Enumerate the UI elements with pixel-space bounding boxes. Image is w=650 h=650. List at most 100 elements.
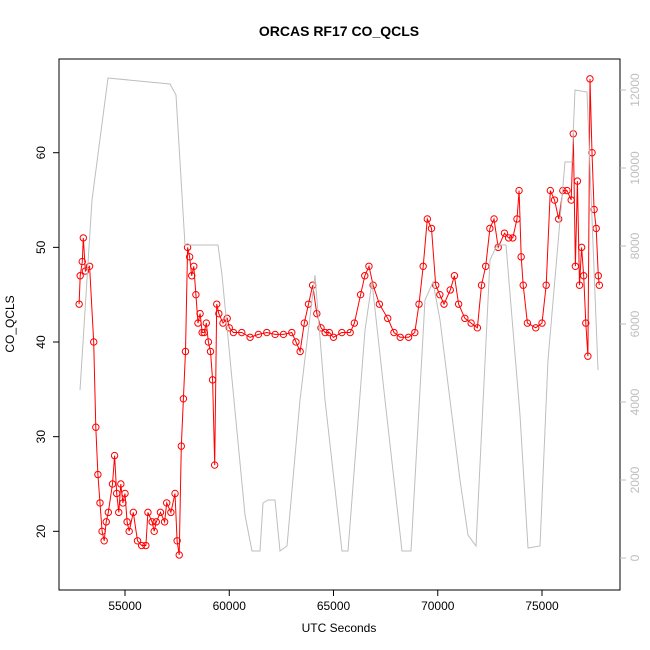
point xyxy=(592,224,600,233)
point xyxy=(144,508,152,517)
point xyxy=(117,480,125,488)
point xyxy=(595,281,604,289)
point xyxy=(486,224,494,233)
point xyxy=(313,309,321,318)
y-tick-label: 60 xyxy=(34,146,48,160)
point xyxy=(423,215,432,223)
point xyxy=(121,489,129,498)
point xyxy=(431,281,440,289)
point xyxy=(346,328,354,337)
point xyxy=(517,253,525,261)
point xyxy=(440,300,448,308)
point xyxy=(179,395,188,403)
point xyxy=(200,328,208,337)
point xyxy=(563,186,571,195)
chart-title: ORCAS RF17 CO_QCLS xyxy=(259,23,419,39)
point xyxy=(590,205,598,214)
point xyxy=(411,328,419,337)
point xyxy=(461,314,469,323)
y2-tick-label: 4000 xyxy=(628,388,642,415)
point xyxy=(254,330,263,339)
point xyxy=(384,314,392,323)
point xyxy=(98,527,106,536)
point xyxy=(194,319,202,327)
point xyxy=(81,267,90,275)
point xyxy=(586,75,594,83)
point xyxy=(365,262,373,270)
point xyxy=(206,347,215,356)
point xyxy=(215,309,223,318)
point xyxy=(361,272,369,280)
point xyxy=(419,262,427,270)
point xyxy=(279,330,288,339)
point xyxy=(129,508,138,517)
point xyxy=(325,328,334,337)
point xyxy=(427,224,436,233)
point xyxy=(338,328,346,337)
x-tick-label: 55000 xyxy=(108,599,142,613)
point xyxy=(160,518,169,526)
series-line xyxy=(79,77,599,552)
point xyxy=(238,328,246,337)
point xyxy=(112,489,121,498)
point xyxy=(550,196,559,204)
point xyxy=(532,324,540,332)
point xyxy=(515,186,523,195)
point xyxy=(192,290,200,299)
point xyxy=(183,243,192,252)
point xyxy=(76,272,84,280)
point xyxy=(538,319,546,327)
point xyxy=(137,541,146,550)
point xyxy=(494,243,502,252)
y-tick-label: 20 xyxy=(34,524,48,538)
y-tick-label: 30 xyxy=(34,430,48,444)
point xyxy=(477,281,486,289)
point xyxy=(390,328,398,337)
y2-tick-label: 0 xyxy=(628,554,642,561)
point xyxy=(271,330,279,339)
point xyxy=(185,253,194,261)
point xyxy=(208,376,217,384)
y-tick-label: 50 xyxy=(34,240,48,254)
point xyxy=(580,272,588,280)
point xyxy=(577,243,586,252)
point xyxy=(523,319,532,327)
point xyxy=(163,499,171,507)
point xyxy=(296,347,304,356)
point xyxy=(125,527,133,536)
point xyxy=(225,324,233,332)
point xyxy=(148,518,156,526)
point xyxy=(133,537,142,545)
point xyxy=(85,262,94,270)
point xyxy=(123,518,131,526)
y-tick-label: 40 xyxy=(34,335,48,349)
point xyxy=(321,328,329,337)
point xyxy=(473,324,482,332)
point xyxy=(75,300,83,308)
y-axis-label: CO_QCLS xyxy=(3,295,17,352)
point xyxy=(119,499,127,507)
point xyxy=(329,333,338,341)
point xyxy=(150,527,158,536)
point xyxy=(263,328,271,337)
point xyxy=(594,272,602,280)
point xyxy=(554,215,563,223)
point xyxy=(78,257,86,266)
point xyxy=(436,290,444,299)
point xyxy=(519,281,527,289)
point xyxy=(350,319,359,327)
y2-tick-label: 10000 xyxy=(628,151,642,185)
point xyxy=(375,300,384,308)
point xyxy=(404,333,413,341)
point xyxy=(567,196,575,204)
x-tick-label: 60000 xyxy=(213,599,247,613)
x-tick-label: 75000 xyxy=(525,599,559,613)
point xyxy=(152,518,160,526)
point xyxy=(571,262,580,270)
point xyxy=(188,272,196,280)
point xyxy=(223,314,231,323)
point xyxy=(213,300,221,308)
